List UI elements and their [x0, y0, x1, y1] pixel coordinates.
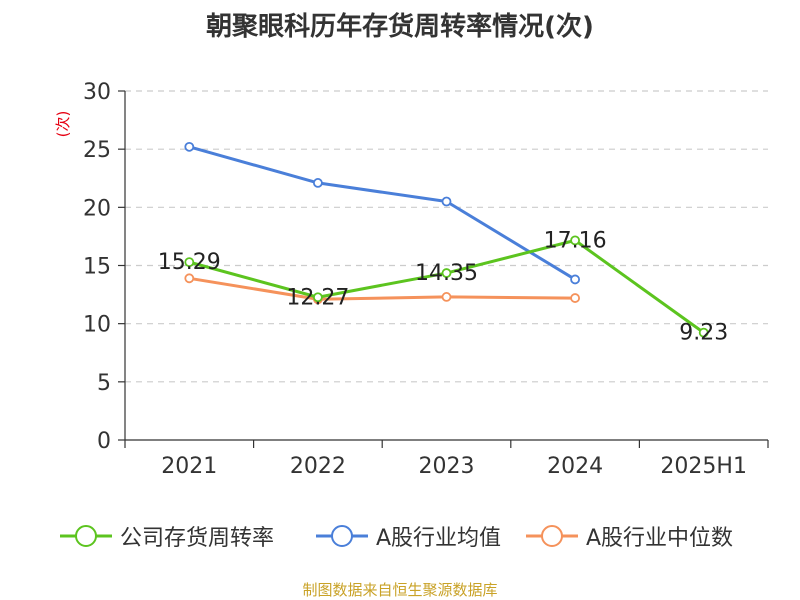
legend-swatch-marker — [331, 525, 353, 547]
data-label: 17.16 — [544, 228, 607, 253]
legend-swatch-industry-avg — [314, 522, 370, 550]
y-tick-label: 30 — [83, 80, 111, 105]
legend-swatch-graphic — [60, 525, 112, 547]
legend-label-company: 公司存货周转率 — [120, 526, 275, 551]
y-axis-label: (次) — [54, 111, 72, 138]
x-tick-label: 2024 — [547, 454, 603, 479]
legend-swatch-marker — [75, 525, 97, 547]
series-line — [188, 238, 705, 334]
data-point — [570, 235, 580, 246]
y-tick-label: 20 — [83, 196, 111, 221]
legend-swatch-graphic — [526, 525, 578, 547]
data-point — [441, 196, 452, 207]
data-point — [312, 292, 323, 303]
data-point — [312, 178, 323, 188]
chart-title: 朝聚眼科历年存货周转率情况(次) — [206, 12, 594, 42]
data-label: 15.29 — [158, 250, 221, 275]
x-tick-label: 2023 — [419, 454, 475, 479]
y-tick-label: 25 — [83, 138, 111, 163]
data-point — [570, 293, 580, 303]
data-label: 12.27 — [286, 285, 349, 310]
data-point — [184, 141, 195, 152]
data-point — [570, 274, 580, 285]
y-tick-label: 10 — [83, 313, 111, 338]
y-tick-label: 5 — [97, 371, 111, 396]
legend-swatch-company — [58, 522, 114, 550]
legend-label-industry-median: A股行业中位数 — [586, 526, 734, 551]
legend-item-industry-median[interactable]: A股行业中位数 — [524, 518, 733, 554]
legend-swatch-marker — [541, 525, 563, 547]
series-line — [189, 276, 576, 301]
data-point — [184, 273, 195, 284]
x-tick-label: 2022 — [290, 454, 346, 479]
source-note: 制图数据来自恒生聚源数据库 — [302, 581, 498, 599]
legend: 公司存货周转率 A股行业均值 A股行业中位数 — [0, 518, 800, 554]
x-tick-label: 2025H1 — [660, 454, 747, 479]
legend-label-industry-avg: A股行业均值 — [376, 526, 502, 551]
data-label: 9.23 — [679, 321, 728, 346]
data-point — [441, 292, 452, 302]
data-point — [441, 268, 452, 278]
data-point — [698, 327, 709, 338]
legend-item-company[interactable]: 公司存货周转率 — [58, 518, 274, 554]
series-industry_avg — [184, 141, 580, 285]
series-company — [184, 235, 709, 338]
x-tick-label: 2021 — [161, 454, 217, 479]
y-tick-label: 0 — [97, 429, 111, 454]
y-tick-label: 15 — [83, 255, 111, 280]
data-point — [184, 257, 195, 268]
legend-item-industry-avg[interactable]: A股行业均值 — [314, 518, 501, 554]
legend-swatch-industry-median — [524, 522, 580, 550]
data-label: 14.35 — [415, 261, 478, 286]
series-line — [188, 145, 576, 281]
legend-swatch-graphic — [316, 525, 368, 547]
